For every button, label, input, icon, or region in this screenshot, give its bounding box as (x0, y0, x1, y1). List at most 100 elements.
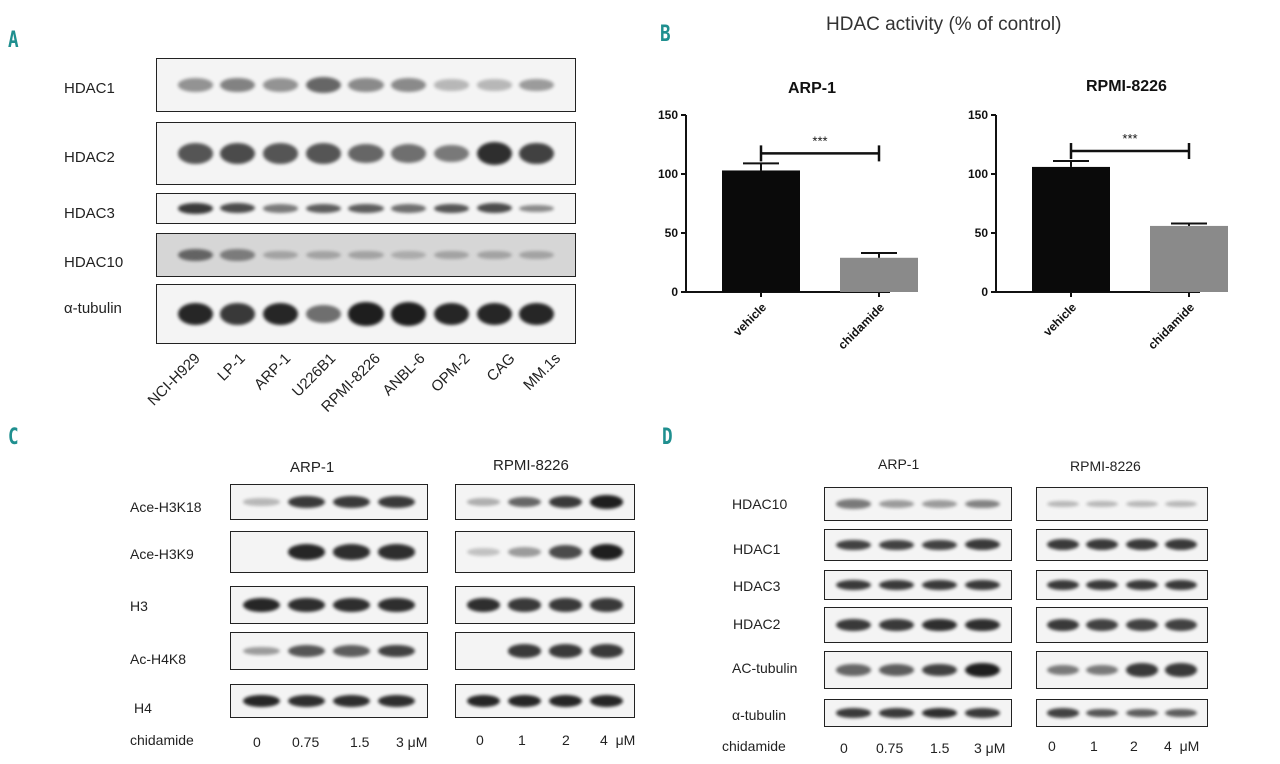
blot-a-label-hdac3: HDAC3 (64, 205, 115, 222)
blot-d-right-hdac2 (1036, 607, 1208, 643)
blot-band (378, 694, 416, 708)
blot-band (391, 204, 427, 213)
blot-band (1086, 664, 1119, 676)
blot-band (348, 143, 384, 163)
blot-band (333, 495, 370, 509)
blot-band (1125, 663, 1158, 677)
blot-band (1047, 539, 1080, 551)
blot-band (1047, 579, 1080, 591)
blot-a-label-hdac2: HDAC2 (64, 149, 115, 166)
lane-label-lp1: LP-1 (214, 350, 250, 385)
blot-band (433, 203, 469, 214)
blot-band (263, 204, 299, 213)
blot-d-label-hdac3: HDAC3 (733, 578, 781, 594)
blot-d-dose-right-2: 2 (1130, 738, 1138, 754)
blot-band (548, 694, 583, 708)
blot-c-dose-left-3: 3 μM (396, 734, 428, 750)
blot-band (879, 500, 915, 508)
blot-band (589, 544, 624, 560)
blot-band (1125, 539, 1158, 551)
blot-band (177, 143, 213, 164)
blot-c-right-h3k18 (455, 484, 635, 520)
blot-band (305, 250, 341, 260)
blot-band (507, 644, 542, 658)
blot-band (177, 302, 213, 326)
blot-band (348, 250, 384, 260)
lane-label-cag: CAG (484, 350, 520, 386)
blot-band (836, 618, 872, 632)
blot-band (1164, 663, 1197, 677)
blot-band (378, 644, 416, 658)
blot-d-right-tubulin (1036, 699, 1208, 727)
blot-d-dose-right-0: 0 (1048, 738, 1056, 754)
lane-label-arp1: ARP-1 (250, 350, 295, 394)
blot-band (348, 302, 384, 326)
blot-band (263, 302, 299, 326)
blot-band (466, 598, 501, 612)
blot-band (220, 142, 256, 164)
blot-d-label-hdac1: HDAC1 (733, 541, 781, 557)
blot-band (589, 644, 624, 658)
lane-label-mm1s: MM.1s (520, 350, 565, 394)
blot-band (333, 598, 370, 612)
blot-band (391, 78, 427, 92)
blot-c-right-h4k8 (455, 632, 635, 670)
blot-band (466, 694, 501, 708)
blot-band (378, 544, 416, 560)
blot-d-cell-line-right: RPMI-8226 (1070, 458, 1141, 474)
blot-band (476, 141, 512, 166)
blot-band (1125, 618, 1158, 632)
blot-d-treatment-label: chidamide (722, 738, 786, 754)
blot-band (287, 544, 325, 560)
blot-band (519, 78, 555, 92)
blot-band (1164, 500, 1197, 508)
blot-c-right-h4 (455, 684, 635, 718)
blot-band (305, 76, 341, 94)
blot-c-dose-right-0: 0 (476, 732, 484, 748)
blot-d-dose-left-1: 0.75 (876, 740, 904, 756)
bar-chart-arp1: 0 50 100 150 vehicle chidamide *** (658, 108, 918, 352)
blot-band (836, 539, 872, 551)
blot-d-dose-left-3: 3 μM (974, 740, 1006, 756)
blot-band (476, 79, 512, 91)
bar-chart-rpmi8226: 0 50 100 150 vehicle chidamide *** (968, 108, 1228, 352)
blot-c-left-h3 (230, 586, 428, 624)
blot-a-label-hdac1: HDAC1 (64, 80, 115, 97)
chart-title-rpmi8226: RPMI-8226 (1086, 78, 1167, 95)
blot-band (1086, 579, 1119, 591)
blot-band (548, 545, 583, 559)
blot-d-dose-left-0: 0 (840, 740, 848, 756)
blot-band (333, 544, 370, 560)
blot-band (1125, 579, 1158, 591)
blot-band (1125, 500, 1158, 508)
blot-band (391, 302, 427, 326)
blot-band (548, 495, 583, 509)
blot-band (921, 618, 957, 632)
blot-band (263, 78, 299, 92)
lane-label-opm2: OPM-2 (428, 350, 475, 396)
blot-c-dose-left-0: 0 (253, 734, 261, 750)
blot-c-right-h3 (455, 586, 635, 624)
blot-a-hdac3 (156, 193, 576, 224)
blot-band (964, 708, 1000, 718)
blot-band (589, 495, 624, 509)
blot-band (964, 662, 1000, 678)
blot-band (476, 250, 512, 260)
blot-d-left-hdac3 (824, 570, 1012, 600)
blot-d-dose-left-2: 1.5 (930, 740, 950, 756)
blot-band (879, 579, 915, 591)
blot-band (836, 664, 872, 676)
blot-band (333, 694, 370, 708)
blot-band (836, 579, 872, 591)
blot-band (220, 303, 256, 325)
blot-band (1086, 618, 1119, 632)
blot-a-label-tubulin: α-tubulin (64, 300, 122, 317)
blot-band (1164, 708, 1197, 718)
blot-band (548, 598, 583, 612)
blot-band (305, 305, 341, 323)
blot-d-left-ac-tubulin (824, 651, 1012, 689)
blot-c-dose-left-2: 1.5 (350, 734, 370, 750)
blot-band (921, 708, 957, 718)
blot-d-cell-line-left: ARP-1 (878, 456, 920, 472)
blot-band (1086, 500, 1119, 508)
